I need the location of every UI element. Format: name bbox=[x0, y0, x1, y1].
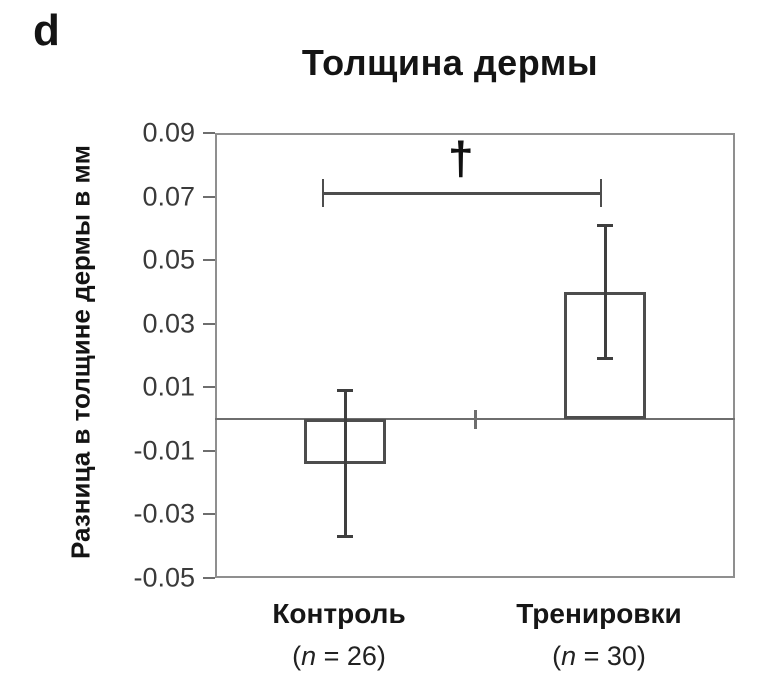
y-tick-label: -0.01 bbox=[133, 435, 195, 466]
error-bar-cap bbox=[597, 223, 613, 227]
category-axis-tick bbox=[474, 410, 477, 430]
x-category-sublabel: (n = 26) bbox=[292, 641, 386, 671]
error-bar-line bbox=[343, 390, 347, 537]
x-category-sublabel: (n = 30) bbox=[552, 641, 646, 671]
y-tick-label: -0.03 bbox=[133, 498, 195, 529]
error-bar-line bbox=[603, 225, 607, 359]
chart-title: Толщина дермы bbox=[301, 42, 599, 83]
dagger-symbol: † bbox=[448, 132, 474, 185]
y-tick-mark bbox=[203, 322, 215, 325]
panel-letter: d bbox=[33, 6, 60, 55]
y-tick-mark bbox=[203, 577, 215, 579]
plot-area bbox=[215, 133, 735, 578]
y-tick-label: 0.03 bbox=[142, 308, 195, 339]
y-tick-mark bbox=[203, 259, 215, 262]
y-tick-label: 0.09 bbox=[142, 117, 195, 148]
y-tick-label: 0.07 bbox=[142, 181, 195, 212]
y-tick-label: 0.01 bbox=[142, 371, 195, 402]
y-tick-mark bbox=[203, 386, 215, 389]
error-bar-cap bbox=[337, 535, 353, 539]
y-tick-label: 0.05 bbox=[142, 244, 195, 275]
error-bar-cap bbox=[337, 388, 353, 392]
y-tick-mark bbox=[203, 449, 215, 452]
y-tick-mark bbox=[203, 195, 215, 198]
x-category-label: Контроль bbox=[272, 598, 406, 629]
y-tick-mark bbox=[203, 513, 215, 516]
y-tick-mark bbox=[203, 132, 215, 134]
x-category-label: Тренировки bbox=[516, 598, 682, 629]
error-bar-cap bbox=[597, 357, 613, 361]
significance-bracket-cap bbox=[599, 179, 603, 208]
significance-bracket-line bbox=[323, 192, 601, 195]
significance-bracket-cap bbox=[321, 179, 325, 208]
y-tick-label: -0.05 bbox=[133, 562, 195, 593]
